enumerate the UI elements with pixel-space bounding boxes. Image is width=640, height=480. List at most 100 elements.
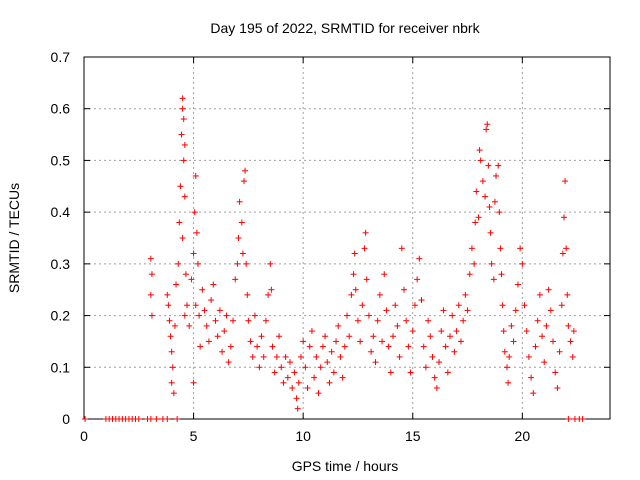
data-point bbox=[216, 307, 223, 314]
data-point bbox=[496, 209, 503, 216]
data-point bbox=[322, 333, 329, 340]
data-point bbox=[330, 369, 337, 376]
data-point bbox=[565, 416, 572, 422]
data-point bbox=[562, 178, 569, 185]
data-point bbox=[376, 291, 383, 298]
data-point bbox=[265, 291, 272, 298]
data-point bbox=[464, 307, 471, 314]
data-point bbox=[177, 183, 184, 190]
data-point bbox=[147, 416, 154, 422]
data-point bbox=[244, 291, 251, 298]
data-point bbox=[184, 302, 191, 309]
data-point bbox=[219, 348, 226, 355]
data-point bbox=[368, 348, 375, 355]
x-axis-label: GPS time / hours bbox=[292, 458, 399, 474]
data-point bbox=[505, 379, 512, 386]
data-point bbox=[455, 302, 462, 309]
data-point bbox=[221, 328, 228, 335]
data-point bbox=[181, 312, 188, 319]
data-point bbox=[282, 353, 289, 360]
y-tick-label: 0.4 bbox=[51, 204, 71, 220]
data-point bbox=[230, 317, 237, 324]
data-point bbox=[486, 203, 493, 210]
data-point bbox=[212, 317, 219, 324]
data-point bbox=[427, 333, 434, 340]
data-point bbox=[363, 276, 370, 283]
data-point bbox=[181, 193, 188, 200]
data-point bbox=[308, 328, 315, 335]
data-point bbox=[570, 328, 577, 335]
data-point bbox=[512, 307, 519, 314]
data-point bbox=[337, 353, 344, 360]
data-point bbox=[205, 338, 212, 345]
data-point bbox=[280, 379, 287, 386]
data-point bbox=[490, 276, 497, 283]
data-point bbox=[153, 416, 160, 422]
data-point bbox=[365, 312, 372, 319]
data-point bbox=[174, 416, 181, 422]
data-point bbox=[383, 307, 390, 314]
data-point bbox=[482, 193, 489, 200]
data-point bbox=[442, 343, 449, 350]
data-point bbox=[396, 353, 403, 360]
data-point bbox=[547, 307, 554, 314]
data-point bbox=[392, 302, 399, 309]
data-point bbox=[225, 359, 232, 366]
data-point bbox=[479, 178, 486, 185]
data-point bbox=[197, 343, 204, 350]
data-point bbox=[82, 416, 89, 422]
data-point bbox=[208, 297, 215, 304]
x-tick-label: 20 bbox=[515, 428, 531, 444]
data-point bbox=[247, 338, 254, 345]
data-point bbox=[466, 271, 473, 278]
data-point bbox=[178, 131, 185, 138]
data-point bbox=[493, 172, 500, 179]
data-point bbox=[416, 255, 423, 262]
data-point bbox=[268, 286, 275, 293]
y-tick-label: 0 bbox=[62, 411, 70, 427]
data-point bbox=[254, 343, 261, 350]
x-tick-label: 10 bbox=[295, 428, 311, 444]
data-point bbox=[508, 322, 515, 329]
data-point bbox=[147, 291, 154, 298]
data-point bbox=[558, 302, 565, 309]
data-point bbox=[192, 172, 199, 179]
data-point bbox=[258, 333, 265, 340]
data-point bbox=[306, 343, 313, 350]
data-point bbox=[372, 359, 379, 366]
data-point bbox=[359, 302, 366, 309]
data-point bbox=[251, 312, 258, 319]
data-point bbox=[545, 286, 552, 293]
data-point bbox=[311, 374, 318, 381]
y-tick-label: 0.5 bbox=[51, 152, 71, 168]
data-point bbox=[477, 157, 484, 164]
data-point bbox=[293, 395, 300, 402]
data-point bbox=[498, 271, 505, 278]
data-point bbox=[276, 333, 283, 340]
data-point bbox=[351, 250, 358, 257]
data-point bbox=[400, 286, 407, 293]
data-point bbox=[519, 260, 526, 267]
x-tick-label: 5 bbox=[190, 428, 198, 444]
data-point bbox=[242, 167, 249, 174]
data-point bbox=[313, 353, 320, 360]
data-point bbox=[191, 209, 198, 216]
data-point bbox=[297, 353, 304, 360]
data-point bbox=[179, 95, 186, 102]
data-point bbox=[536, 291, 543, 298]
data-point bbox=[300, 338, 307, 345]
data-point bbox=[168, 348, 175, 355]
data-point bbox=[525, 353, 532, 360]
data-point bbox=[483, 126, 490, 133]
data-point bbox=[579, 416, 586, 422]
data-point bbox=[487, 229, 494, 236]
data-point bbox=[438, 328, 445, 335]
data-point bbox=[352, 286, 359, 293]
data-point bbox=[147, 255, 154, 262]
data-point bbox=[462, 291, 469, 298]
data-point bbox=[267, 260, 274, 267]
data-point bbox=[245, 317, 252, 324]
data-point bbox=[354, 317, 361, 324]
